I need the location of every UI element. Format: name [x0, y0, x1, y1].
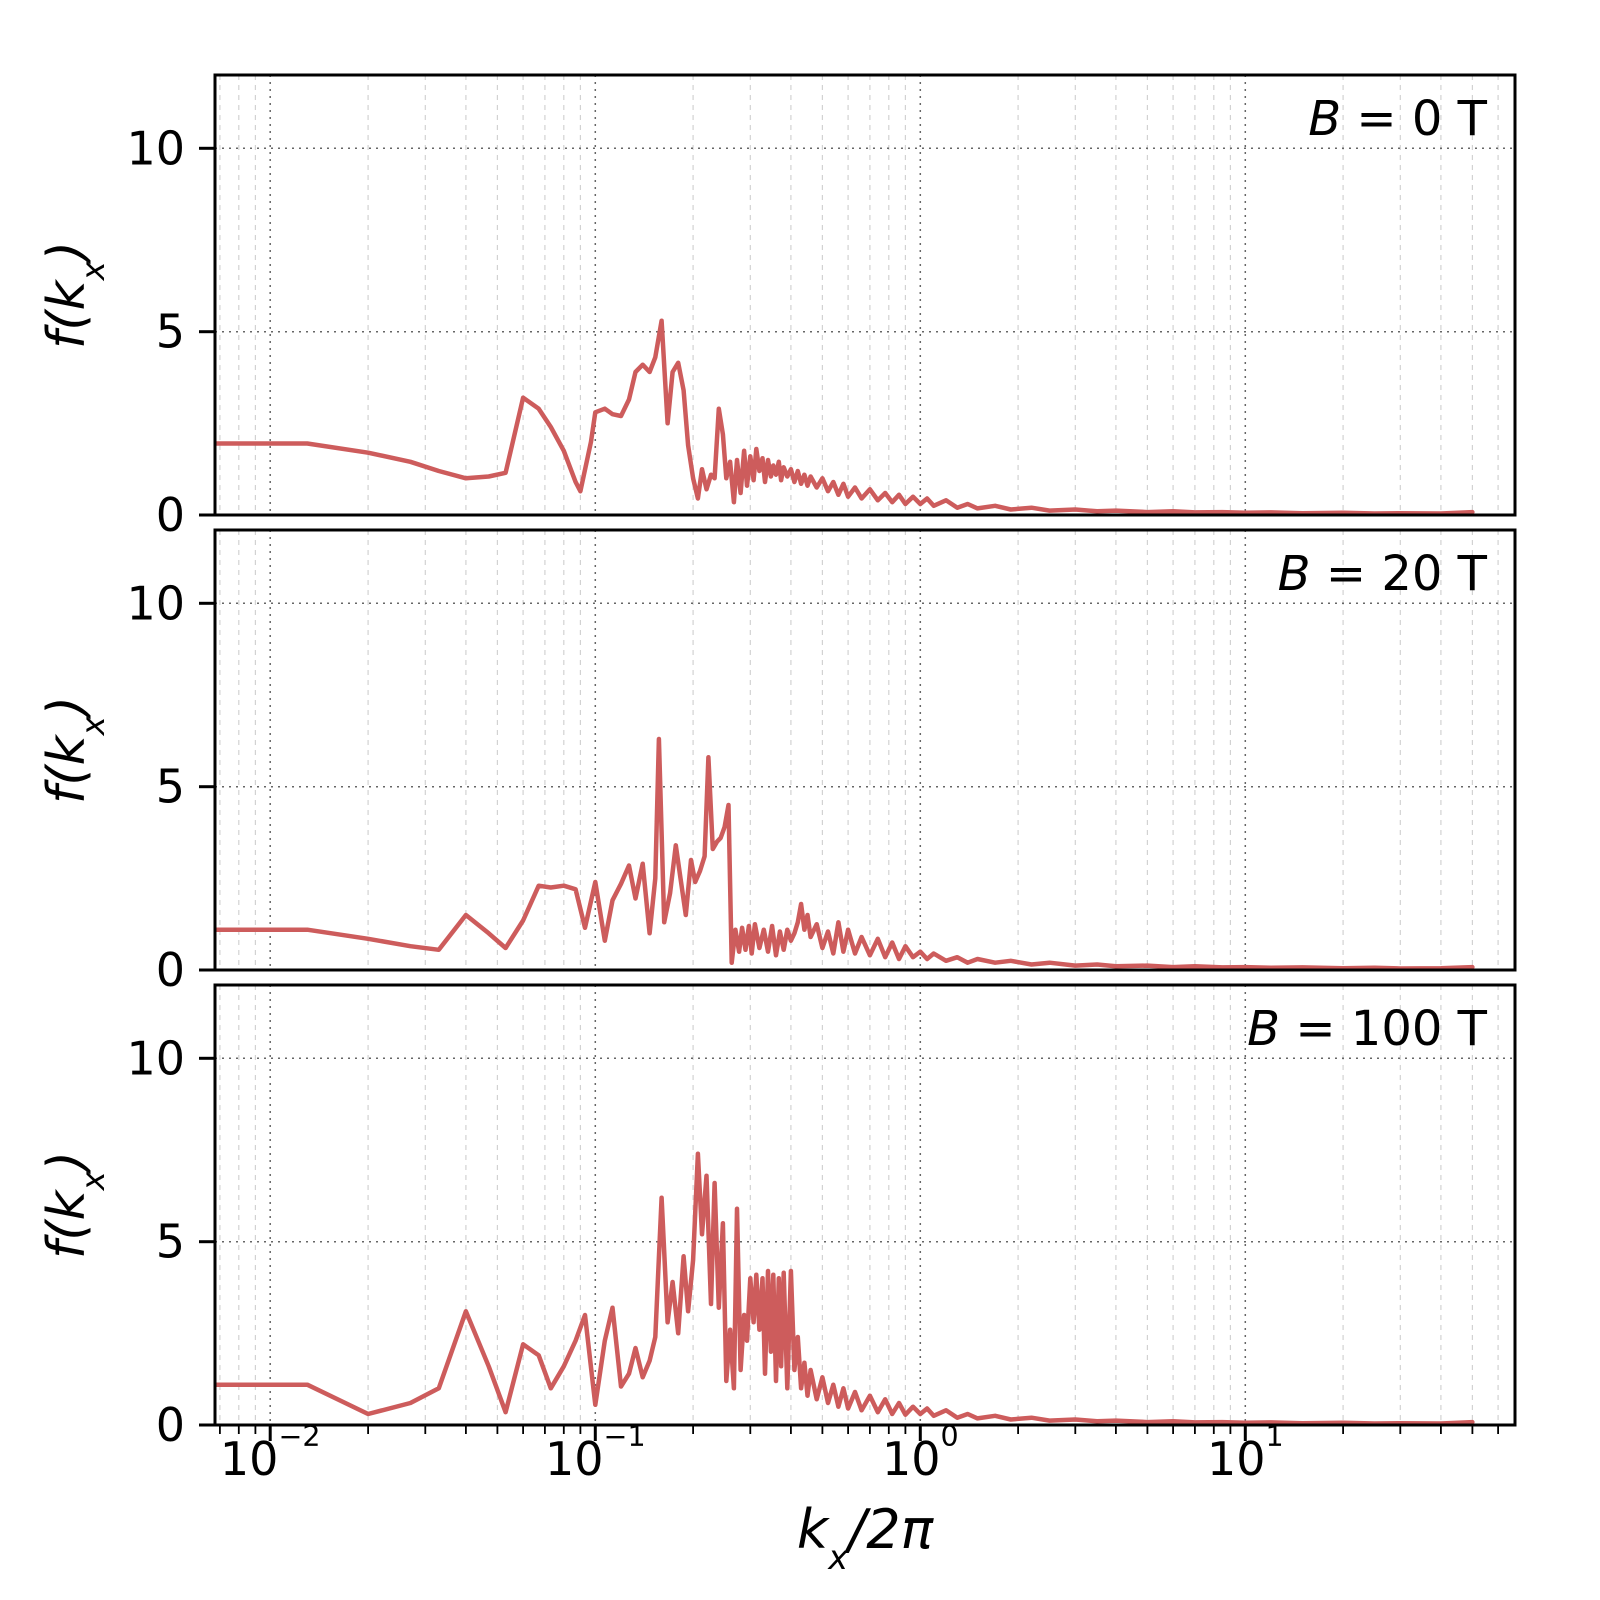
panel-annotation-var: B: [1308, 91, 1342, 147]
y-axis-label-subscript: x: [74, 261, 113, 281]
y-tick-label: 10: [126, 576, 185, 630]
y-tick-label: 5: [156, 1215, 185, 1269]
x-axis-label-subscript: x: [828, 1538, 849, 1578]
panel-annotation-var: B: [1277, 546, 1311, 602]
panel-annotation: B = 0 T: [1308, 91, 1487, 147]
plot-frame: [213, 983, 1517, 1427]
x-tick-label: 101: [1206, 1419, 1284, 1486]
y-tick-label: 0: [156, 1398, 185, 1452]
subplot-b-100t: f(kx) 0 5 10 B = 100 T: [37, 983, 1517, 1452]
panel-annotation: B = 100 T: [1247, 1001, 1487, 1057]
y-axis-label-text: f(k: [36, 1190, 97, 1260]
y-axis-label-close: ): [36, 240, 97, 262]
plot-frame: [213, 73, 1517, 517]
x-tick-label: 100: [881, 1419, 959, 1486]
y-axis-label-close: ): [36, 1150, 97, 1172]
y-tick-label: 5: [156, 760, 185, 814]
y-axis-label-close: ): [36, 695, 97, 717]
y-axis-label-text: f(k: [36, 735, 97, 805]
x-tick-label: 10−2: [219, 1419, 321, 1486]
x-axis-label: kx/2π: [215, 1498, 1515, 1577]
panel-annotation-value: = 100 T: [1280, 1001, 1487, 1057]
y-tick-label: 5: [156, 305, 185, 359]
y-axis-label-subscript: x: [74, 716, 113, 736]
spectrum-line: [213, 1151, 1475, 1426]
y-axis-label-text: f(k: [36, 280, 97, 350]
panel-annotation-value: = 20 T: [1310, 546, 1487, 602]
y-tick-label: 10: [126, 1031, 185, 1085]
x-axis-label-rest: /2π: [848, 1498, 934, 1561]
y-axis-label: f(kx): [36, 695, 112, 805]
plot-area: 0 5 10: [126, 73, 1517, 542]
x-axis-tick-labels: 10−2 10−1 100 101: [215, 1419, 1515, 1494]
panel-annotation: B = 20 T: [1278, 546, 1487, 602]
spectrum-line: [213, 736, 1475, 971]
x-tick-label: 10−1: [545, 1419, 646, 1486]
subplot-b-20t: f(kx) 0 5 10 B = 20 T: [37, 528, 1517, 997]
y-axis-label-subscript: x: [74, 1171, 113, 1191]
plot-frame: [213, 528, 1517, 972]
panel-annotation-value: = 0 T: [1341, 91, 1487, 147]
y-tick-label: 0: [156, 488, 185, 542]
subplot-b-0t: f(kx) 0 5 10 B = 0 T: [37, 73, 1517, 542]
y-tick-label: 10: [126, 121, 185, 175]
spectrum-line: [213, 318, 1475, 516]
plot-area: 0 5 10: [126, 528, 1517, 997]
panel-annotation-var: B: [1247, 1001, 1281, 1057]
y-axis-label: f(kx): [36, 1150, 112, 1260]
x-axis-label-text: k: [796, 1498, 829, 1561]
plot-area: 0 5 10: [126, 983, 1517, 1452]
y-tick-label: 0: [156, 943, 185, 997]
y-axis-label: f(kx): [36, 240, 112, 350]
